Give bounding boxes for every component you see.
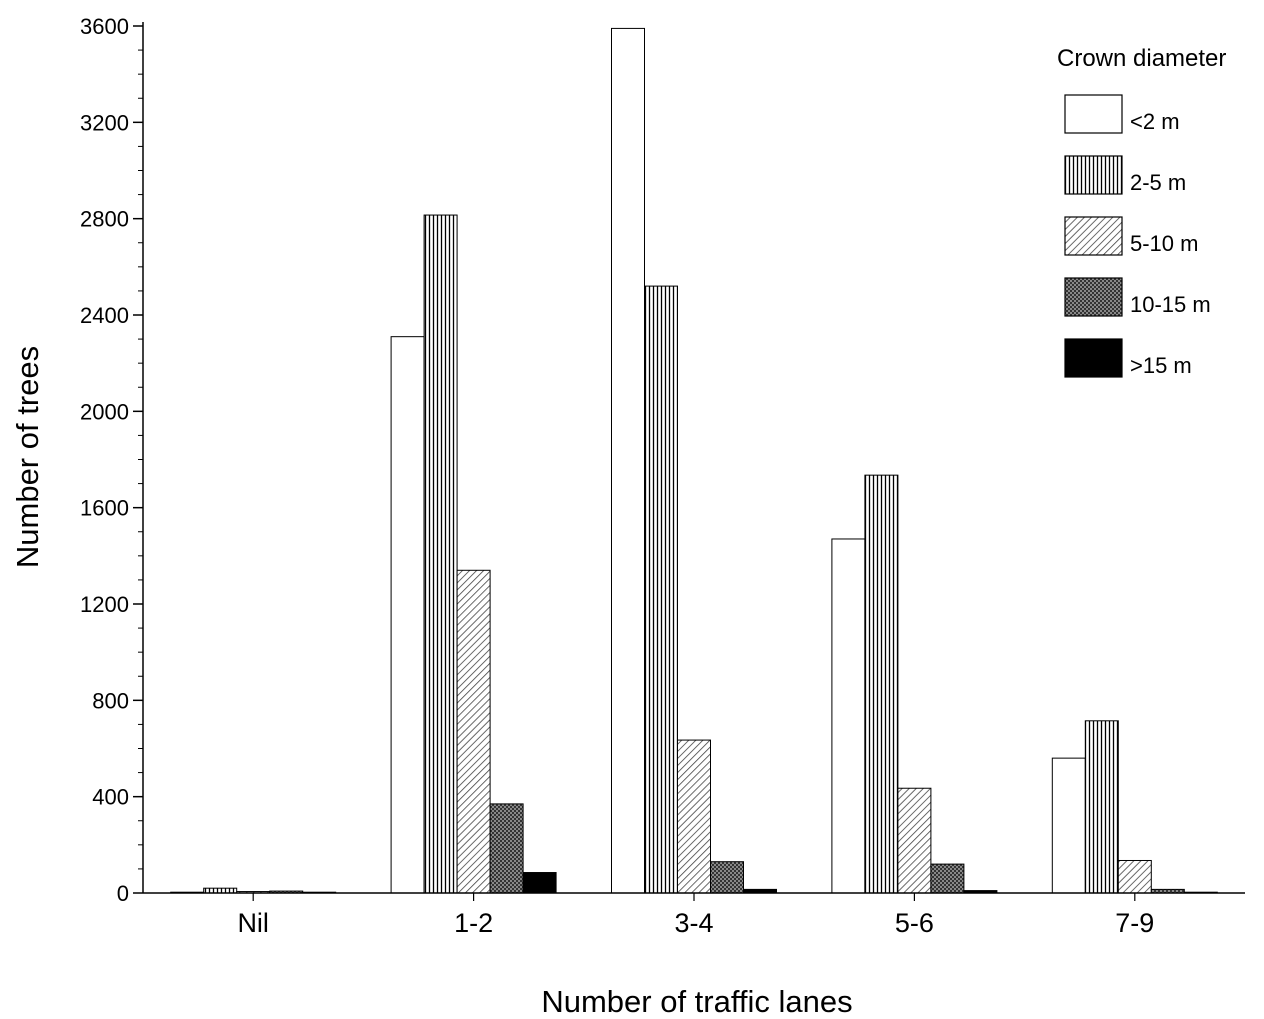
y-tick-label: 3200 xyxy=(80,110,129,135)
legend-swatch xyxy=(1064,216,1123,256)
bar-5-6-2m xyxy=(831,538,866,894)
y-tick-label: 0 xyxy=(117,881,129,906)
bar-1-2-510m xyxy=(456,569,491,894)
bar-5-6-510m xyxy=(897,787,932,894)
bar-5-6-1015m xyxy=(930,863,965,894)
bar-3-4-2m xyxy=(611,27,645,894)
y-tick-label: 2400 xyxy=(80,303,129,328)
y-tick-label: 2000 xyxy=(80,399,129,424)
bar-7-9-25m xyxy=(1084,720,1119,894)
legend-label: <2 m xyxy=(1130,109,1180,134)
bar-7-9-2m xyxy=(1051,757,1086,894)
bar-1-2-1015m xyxy=(489,803,524,894)
y-axis-title: Number of trees xyxy=(10,346,45,568)
legend-label: 2-5 m xyxy=(1130,170,1186,195)
legend: Crown diameter <2 m 2-5 m 5-10 m 10-15 m >15… xyxy=(1057,45,1226,378)
legend-label: >15 m xyxy=(1130,353,1192,378)
x-tick-label: 3-4 xyxy=(674,908,713,938)
x-axis-title: Number of traffic lanes xyxy=(541,984,852,1019)
y-tick-label: 800 xyxy=(92,688,129,713)
x-tick-label: Nil xyxy=(237,908,269,938)
legend-title: Crown diameter xyxy=(1057,45,1226,72)
bars-layer xyxy=(170,27,1218,894)
bar-3-4-25m xyxy=(644,285,678,894)
y-tick-label: 2800 xyxy=(80,207,129,232)
bar-1-2-25m xyxy=(423,214,458,894)
legend-label: 5-10 m xyxy=(1130,231,1198,256)
legend-swatch xyxy=(1064,155,1123,195)
x-axis-labels: Nil 1-2 3-4 5-6 7-9 xyxy=(237,893,1154,938)
x-tick-label: 5-6 xyxy=(895,908,934,938)
y-tick-label: 1200 xyxy=(80,592,129,617)
bar-3-4-1015m xyxy=(710,861,744,894)
legend-label: 10-15 m xyxy=(1130,292,1211,317)
x-tick-label: 1-2 xyxy=(454,908,493,938)
legend-swatch xyxy=(1064,338,1123,378)
y-axis-ticks: 0 400 800 1200 1600 2000 2400 2800 3200 3600 xyxy=(80,14,143,906)
bar-5-6-25m xyxy=(864,474,899,894)
bar-1-2-15m xyxy=(522,872,557,894)
y-tick-label: 1600 xyxy=(80,496,129,521)
legend-swatch xyxy=(1064,94,1123,134)
y-tick-label: 400 xyxy=(92,785,129,810)
bar-7-9-510m xyxy=(1117,859,1152,894)
bar-3-4-510m xyxy=(677,739,711,894)
bar-1-2-2m xyxy=(390,336,425,894)
legend-swatch xyxy=(1064,277,1123,317)
y-tick-label: 3600 xyxy=(80,14,129,39)
x-tick-label: 7-9 xyxy=(1115,908,1154,938)
